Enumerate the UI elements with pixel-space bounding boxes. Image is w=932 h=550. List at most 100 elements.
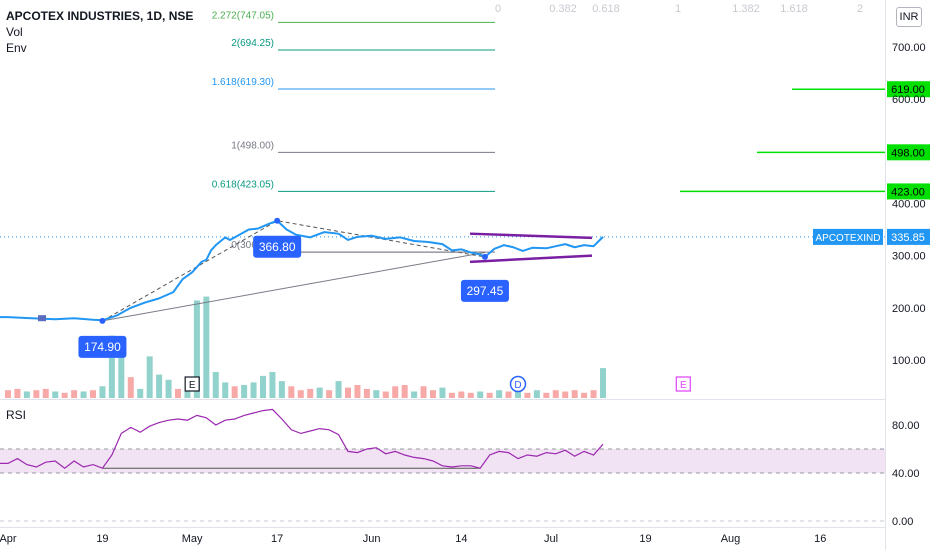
- time-axis-tick: 17: [271, 533, 283, 545]
- rsi-axis-tick: 80.00: [892, 420, 920, 432]
- target-price-label: 619.00: [891, 84, 925, 96]
- time-axis-tick: Aug: [721, 533, 741, 545]
- fib-level-label: 1.618(619.30): [212, 77, 274, 88]
- event-marker-label: D: [514, 380, 521, 391]
- volume-bar: [193, 300, 200, 398]
- volume-bar: [14, 388, 21, 398]
- volume-bar: [600, 368, 606, 398]
- volume-bar: [90, 390, 96, 398]
- chart-legend: APCOTEX INDUSTRIES, 1D, NSE Vol Env: [6, 8, 193, 56]
- volume-bar: [515, 388, 521, 398]
- time-axis-tick: 14: [455, 533, 467, 545]
- time-axis-tick: Apr: [0, 533, 17, 545]
- volume-bar: [156, 374, 163, 398]
- price-axis-tick: 400.00: [892, 198, 926, 210]
- volume-bar: [458, 391, 465, 398]
- volume-bar: [146, 356, 153, 398]
- volume-bar: [562, 391, 569, 398]
- volume-bar: [118, 353, 125, 398]
- volume-bar: [401, 385, 408, 398]
- volume-bar: [222, 382, 229, 398]
- volume-bar: [448, 392, 455, 398]
- volume-bar: [486, 392, 493, 398]
- volume-bar: [345, 387, 351, 398]
- indicator-vol[interactable]: Vol: [6, 25, 23, 39]
- target-price-tag: [887, 144, 930, 161]
- callout-point: [274, 217, 281, 224]
- split-marker: [38, 315, 46, 322]
- volume-bar: [42, 388, 49, 398]
- volume-bar: [373, 390, 380, 398]
- volume-bar: [165, 379, 172, 398]
- time-axis-tick: May: [182, 533, 203, 545]
- volume-bar: [241, 385, 248, 398]
- volume-bar: [467, 392, 474, 398]
- volume-bar: [52, 391, 59, 398]
- volume-bar: [307, 388, 314, 398]
- volume-bar: [363, 388, 370, 398]
- volume-bar: [543, 392, 550, 398]
- target-price-label: 498.00: [891, 147, 925, 159]
- time-axis-tick: 19: [96, 533, 108, 545]
- fib-ratio-label: 2: [857, 3, 863, 15]
- volume-bar: [260, 375, 266, 398]
- time-axis-tick: Jun: [363, 533, 381, 545]
- volume-bar: [99, 386, 106, 398]
- volume-bar: [212, 372, 219, 398]
- rsi-axis-tick: 40.00: [892, 468, 920, 480]
- event-marker-label: E: [189, 380, 196, 391]
- volume-bar: [23, 391, 30, 398]
- currency-button[interactable]: INR: [896, 7, 922, 27]
- volume-bar: [316, 387, 323, 398]
- support-trendline: [102, 251, 486, 322]
- last-price-label: 335.85: [891, 232, 925, 244]
- volume-bar: [590, 390, 597, 398]
- price-callout-label: 366.80: [259, 240, 296, 254]
- volume-bar: [5, 390, 11, 398]
- chart-title: APCOTEX INDUSTRIES, 1D, NSE: [6, 9, 194, 23]
- volume-bar: [326, 390, 333, 398]
- volume-bar: [250, 382, 257, 398]
- callout-point: [99, 317, 106, 324]
- last-price-tag: [887, 228, 930, 245]
- volume-bar: [335, 381, 342, 398]
- volume-bar: [496, 390, 503, 398]
- fib-ratio-label: 1.618: [780, 3, 808, 15]
- earnings-marker: [184, 376, 200, 392]
- volume-bar: [382, 391, 389, 398]
- volume-bar: [581, 392, 588, 398]
- price-axis-tick: 200.00: [892, 303, 926, 315]
- dividend-marker: [509, 375, 527, 393]
- volume-bar: [288, 386, 295, 398]
- target-price-label: 423.00: [891, 186, 925, 198]
- indicator-env[interactable]: Env: [6, 41, 27, 55]
- time-axis-tick: Jul: [544, 533, 558, 545]
- fib-level-label: 1(498.00): [231, 140, 274, 151]
- volume-bar: [33, 390, 40, 398]
- price-callout-box: [253, 235, 302, 258]
- price-axis-tick: 100.00: [892, 355, 926, 367]
- volume-bar: [297, 390, 304, 398]
- rsi-line: [0, 408, 604, 469]
- volume-bar: [80, 391, 87, 398]
- volume-bar: [137, 388, 144, 398]
- fib-ratio-label: 1.382: [732, 3, 760, 15]
- target-price-tag: [887, 81, 930, 98]
- callout-point: [481, 253, 488, 260]
- volume-bar: [175, 388, 181, 398]
- fib-level-label: 0.618(423.05): [212, 179, 274, 190]
- channel-lower-line: [469, 254, 593, 264]
- time-axis-tick: 16: [814, 533, 826, 545]
- price-axis-tick: 700.00: [892, 42, 926, 54]
- target-price-tag: [887, 183, 930, 200]
- price-callout-label: 174.90: [84, 340, 121, 354]
- volume-bar: [524, 392, 531, 398]
- volume-bar: [61, 392, 68, 398]
- volume-bar: [203, 296, 210, 398]
- volume-bar: [71, 390, 78, 398]
- price-line: [0, 219, 604, 322]
- volume-bar: [231, 386, 238, 398]
- price-axis-tick: 600.00: [892, 94, 926, 106]
- earnings-marker: [675, 376, 691, 392]
